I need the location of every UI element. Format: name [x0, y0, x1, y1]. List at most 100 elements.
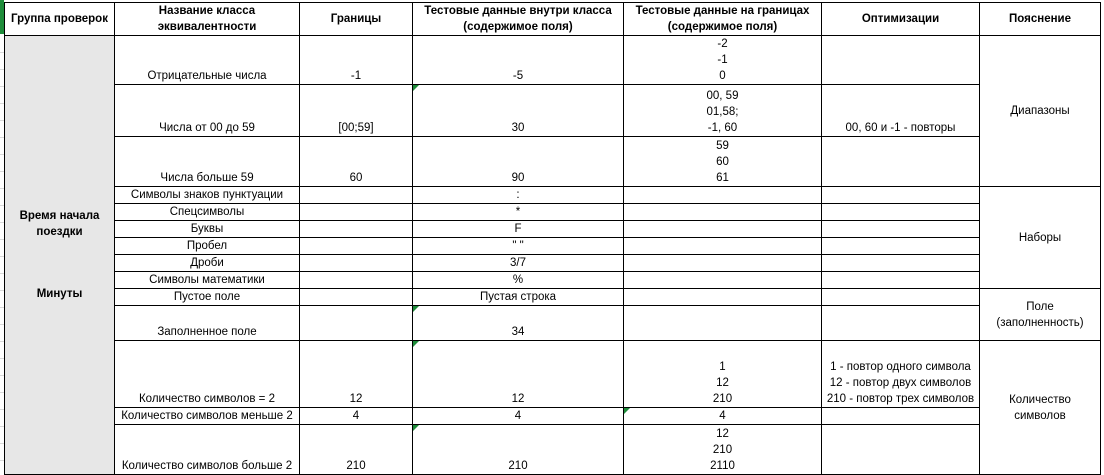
explanation-ranges[interactable]: Диапазоны: [979, 35, 1101, 187]
bounds-cell[interactable]: 12: [299, 340, 413, 408]
bounds-cell[interactable]: [299, 271, 413, 289]
explanation-sets[interactable]: Наборы: [979, 186, 1101, 289]
table-row: Пустое поле Пустая строка Поле (заполнен…: [5, 288, 1101, 341]
class-name-cell[interactable]: Отрицательные числа: [114, 35, 300, 85]
edges-cell[interactable]: 59 60 61: [623, 136, 822, 187]
inside-cell[interactable]: 12: [412, 340, 624, 408]
bounds-cell[interactable]: [299, 237, 413, 255]
optimizations-cell[interactable]: [821, 424, 980, 475]
class-name-cell[interactable]: Пустое поле: [114, 288, 300, 306]
optimizations-cell[interactable]: [821, 35, 980, 85]
bounds-cell[interactable]: 60: [299, 136, 413, 187]
bounds-cell[interactable]: 210: [299, 424, 413, 475]
inside-cell[interactable]: " ": [412, 237, 624, 255]
edges-cell[interactable]: 00, 59 01,58; -1, 60: [623, 84, 822, 137]
table-row: Количество символов = 2 12 12 1 12 210 1…: [5, 340, 1101, 475]
optimizations-cell[interactable]: 1 - повтор одного символа 12 - повтор дв…: [821, 340, 980, 408]
inside-cell[interactable]: Пустая строка: [412, 288, 624, 306]
optimization-note: 210 - повтор трех символов: [826, 393, 975, 405]
edges-cell[interactable]: [623, 271, 822, 289]
bounds-cell[interactable]: 4: [299, 407, 413, 425]
edge-value: -2: [717, 38, 728, 50]
table-row: Количество символов меньше 2 4 4 4: [5, 407, 1101, 425]
edges-cell[interactable]: [623, 203, 822, 221]
header-inside[interactable]: Тестовые данные внутри класса (содержимо…: [412, 2, 624, 36]
header-bounds[interactable]: Границы: [299, 2, 413, 36]
explanation-count-line1: Количество: [1009, 393, 1071, 406]
class-name-cell[interactable]: Спецсимволы: [114, 203, 300, 221]
explanation-field[interactable]: Поле (заполненность): [979, 288, 1101, 341]
edges-cell[interactable]: [623, 254, 822, 272]
edges-cell[interactable]: [623, 186, 822, 204]
header-class-name[interactable]: Название класса эквивалентности: [114, 2, 300, 36]
edges-cell[interactable]: 4: [623, 407, 822, 425]
class-name-cell[interactable]: Количество символов меньше 2: [114, 407, 300, 425]
bounds-cell[interactable]: [299, 220, 413, 238]
bounds-cell[interactable]: [299, 203, 413, 221]
optimizations-cell[interactable]: [821, 237, 980, 255]
class-name-cell[interactable]: Дроби: [114, 254, 300, 272]
inside-cell[interactable]: 34: [412, 305, 624, 341]
edge-value: 1: [719, 361, 726, 373]
inside-cell[interactable]: F: [412, 220, 624, 238]
inside-cell[interactable]: 90: [412, 136, 624, 187]
edges-cell[interactable]: [623, 237, 822, 255]
explanation-count-line2: символов: [1014, 409, 1066, 422]
group-cell[interactable]: Время начала поездки Минуты: [4, 35, 115, 475]
header-optimizations[interactable]: Оптимизации: [821, 2, 980, 36]
optimizations-cell[interactable]: 00, 60 и -1 - повторы: [821, 84, 980, 137]
header-row: Группа проверок Название класса эквивале…: [4, 2, 1101, 36]
inside-cell[interactable]: 210: [412, 424, 624, 475]
class-name-cell[interactable]: Символы математики: [114, 271, 300, 289]
class-name-cell[interactable]: Заполненное поле: [114, 305, 300, 341]
inside-cell[interactable]: 3/7: [412, 254, 624, 272]
header-edges[interactable]: Тестовые данные на границах (содержимое …: [623, 2, 822, 36]
edges-cell[interactable]: -2 -1 0: [623, 35, 822, 85]
optimizations-cell[interactable]: [821, 305, 980, 341]
bounds-cell[interactable]: [299, 186, 413, 204]
inside-cell[interactable]: *: [412, 203, 624, 221]
bounds-cell[interactable]: [00;59]: [299, 84, 413, 137]
header-group[interactable]: Группа проверок: [4, 2, 115, 36]
sheet-row-gutter: [0, 36, 4, 475]
edge-value: -1: [717, 54, 728, 66]
optimizations-cell[interactable]: [821, 288, 980, 306]
table-row: Числа от 00 до 59 [00;59] 30 00, 59 01,5…: [5, 84, 1101, 137]
optimizations-cell[interactable]: [821, 407, 980, 425]
class-name-cell[interactable]: Количество символов = 2: [114, 340, 300, 408]
edges-cell[interactable]: 1 12 210: [623, 340, 822, 408]
bounds-cell[interactable]: [299, 305, 413, 341]
optimizations-cell[interactable]: [821, 220, 980, 238]
bounds-cell[interactable]: [299, 254, 413, 272]
explanation-count[interactable]: Количество символов: [979, 340, 1101, 475]
inside-cell[interactable]: 4: [412, 407, 624, 425]
edges-cell[interactable]: [623, 305, 822, 341]
table-row: Спецсимволы *: [5, 203, 1101, 221]
class-name-cell[interactable]: Пробел: [114, 237, 300, 255]
inside-cell[interactable]: -5: [412, 35, 624, 85]
class-name-cell[interactable]: Символы знаков пунктуации: [114, 186, 300, 204]
optimizations-cell[interactable]: [821, 254, 980, 272]
bounds-cell[interactable]: [299, 288, 413, 306]
group-label-line3: Минуты: [36, 288, 83, 300]
edges-cell[interactable]: [623, 220, 822, 238]
edges-cell[interactable]: 12 210 2110: [623, 424, 822, 475]
active-cell-marker: [0, 0, 4, 34]
class-name-cell[interactable]: Количество символов больше 2: [114, 424, 300, 475]
header-explanation[interactable]: Пояснение: [979, 2, 1101, 36]
class-name-cell[interactable]: Числа больше 59: [114, 136, 300, 187]
inside-cell[interactable]: %: [412, 271, 624, 289]
class-name-cell[interactable]: Буквы: [114, 220, 300, 238]
optimizations-cell[interactable]: [821, 136, 980, 187]
class-name-cell[interactable]: Числа от 00 до 59: [114, 84, 300, 137]
edges-cell[interactable]: [623, 288, 822, 306]
inside-cell[interactable]: :: [412, 186, 624, 204]
edge-value: 60: [716, 156, 729, 168]
inside-cell[interactable]: 30: [412, 84, 624, 137]
table-row: Символы математики %: [5, 271, 1101, 289]
optimizations-cell[interactable]: [821, 203, 980, 221]
optimizations-cell[interactable]: [821, 271, 980, 289]
explanation-field-line1: Поле: [1026, 300, 1054, 313]
bounds-cell[interactable]: -1: [299, 35, 413, 85]
optimizations-cell[interactable]: [821, 186, 980, 204]
